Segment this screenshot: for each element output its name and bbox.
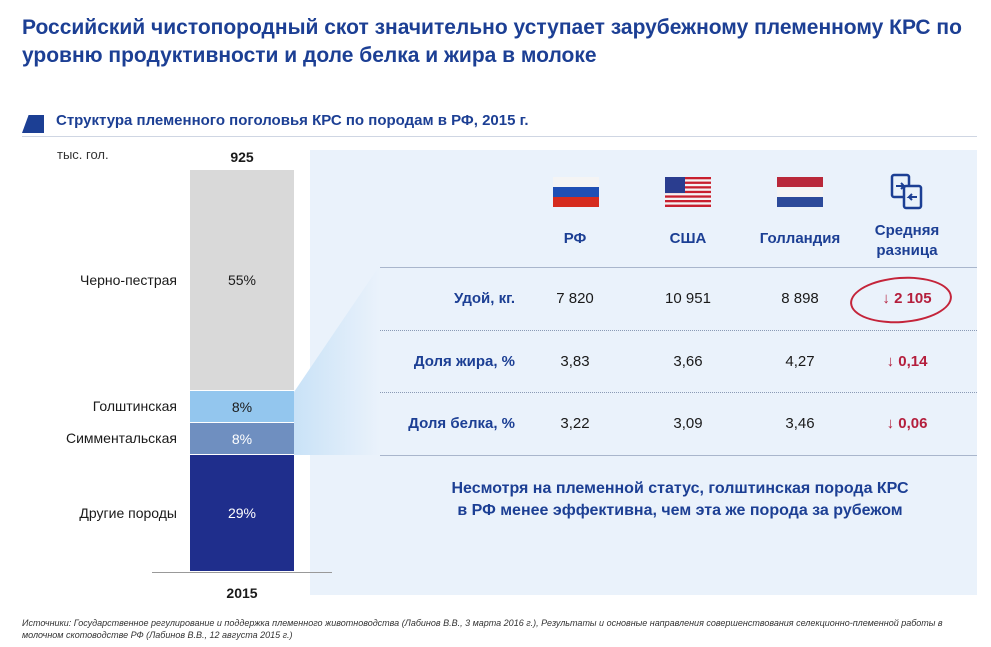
bar-segment: 8% — [190, 391, 294, 424]
down-arrow-icon: ↓ — [886, 353, 895, 370]
down-arrow-icon: ↓ — [882, 290, 890, 307]
legend-entry: Черно-пестрая — [79, 271, 177, 288]
table-cell: 3,22 — [560, 415, 590, 432]
x-axis — [152, 572, 332, 573]
table-cell: 3,09 — [673, 415, 703, 432]
diff-number: 0,14 — [898, 353, 928, 370]
conclusion-line: Несмотря на племенной статус, голштинска… — [451, 480, 909, 497]
row-label-fat: Доля жира, % — [413, 353, 515, 370]
section-divider — [22, 136, 977, 137]
table-bottom-line — [380, 455, 977, 456]
x-tick-label: 2015 — [226, 585, 258, 601]
table-cell: 4,27 — [785, 353, 815, 370]
bar-segment-label: 8% — [231, 398, 253, 415]
row-divider — [380, 392, 977, 393]
table-cell: 7 820 — [556, 290, 594, 307]
unit-label: тыс. гол. — [57, 147, 109, 162]
diff-value: ↓ 0,14 — [852, 353, 962, 370]
down-arrow-icon: ↓ — [886, 415, 895, 432]
section-marker — [22, 115, 44, 133]
section-title: Структура племенного поголовья КРС по по… — [56, 112, 529, 129]
row-label-yield: Удой, кг. — [453, 290, 515, 307]
bar-segment-label: 55% — [227, 272, 257, 289]
bar-segment: 29% — [190, 455, 294, 572]
legend-entry: Другие породы — [79, 504, 177, 521]
diff-number: 0,06 — [898, 415, 928, 432]
comparison-panel — [310, 150, 977, 595]
table-cell: 3,83 — [560, 353, 590, 370]
netherlands-flag-icon — [777, 177, 823, 207]
legend-entry: Голштинская — [92, 398, 177, 415]
table-cell: 10 951 — [665, 290, 711, 307]
table-cell: 3,46 — [785, 415, 815, 432]
bar-total-label: 925 — [230, 149, 254, 165]
conclusion-line: в РФ менее эффективна, чем эта же порода… — [457, 502, 903, 519]
table-header-line — [380, 267, 977, 268]
table-cell: 8 898 — [781, 290, 819, 307]
row-label-protein: Доля белка, % — [408, 415, 515, 432]
bar-segment-label: 8% — [231, 430, 253, 447]
column-header-diff: Средняя разница — [852, 221, 962, 261]
diff-value: ↓ 0,06 — [852, 415, 962, 432]
diff-value: ↓ 2 105 — [852, 290, 962, 307]
compare-icon — [890, 173, 923, 210]
usa-flag-icon — [665, 177, 711, 207]
conclusion-text: Несмотря на племенной статус, голштинска… — [400, 478, 960, 522]
bar-segment-label: 29% — [227, 505, 257, 522]
diff-header-line2: разница — [876, 242, 938, 259]
source-note: Источники: Государственное регулирование… — [22, 618, 943, 640]
row-divider — [380, 330, 977, 331]
page-title: Российский чистопородный скот значительн… — [22, 16, 962, 67]
russia-flag-icon — [553, 177, 599, 207]
legend-entry: Симментальская — [65, 430, 177, 447]
bar-segment: 55% — [190, 170, 294, 392]
diff-header-line1: Средняя — [874, 222, 940, 239]
bar-segment: 8% — [190, 423, 294, 456]
table-cell: 3,66 — [673, 353, 703, 370]
column-header-rf: РФ — [563, 230, 587, 247]
diff-number: 2 105 — [894, 290, 932, 307]
column-header-netherlands: Голландия — [759, 230, 841, 247]
column-header-usa: США — [669, 230, 707, 247]
